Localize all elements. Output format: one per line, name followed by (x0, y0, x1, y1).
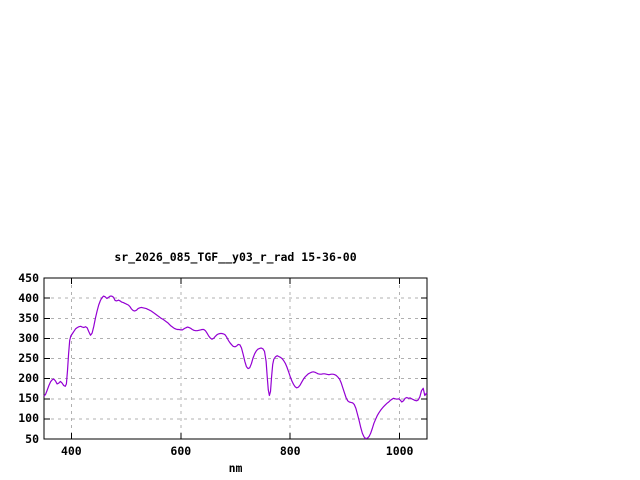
y-axis-tick-label: 250 (18, 351, 39, 365)
x-axis-tick-label: 600 (170, 444, 192, 458)
x-axis-tick-label: 1000 (385, 444, 414, 458)
y-axis-tick-label: 200 (18, 371, 39, 386)
chart-title: sr_2026_085_TGF__y03_r_rad 15-36-00 (114, 250, 357, 264)
spectrum-curve (43, 295, 428, 440)
y-axis-tick-label: 450 (18, 270, 39, 285)
x-axis-tick-label: 800 (279, 444, 301, 458)
plot-border (43, 277, 428, 440)
y-axis-tick-label: 350 (18, 310, 39, 325)
y-axis-tick-label: 150 (18, 391, 39, 406)
y-axis-tick-label: 400 (18, 290, 39, 305)
x-axis-title: nm (228, 461, 243, 475)
y-axis-tick-label: 50 (25, 431, 39, 446)
y-axis-tick-label: 300 (18, 330, 39, 345)
y-axis-tick-label: 100 (18, 411, 39, 426)
x-axis-tick-label: 400 (60, 444, 82, 458)
